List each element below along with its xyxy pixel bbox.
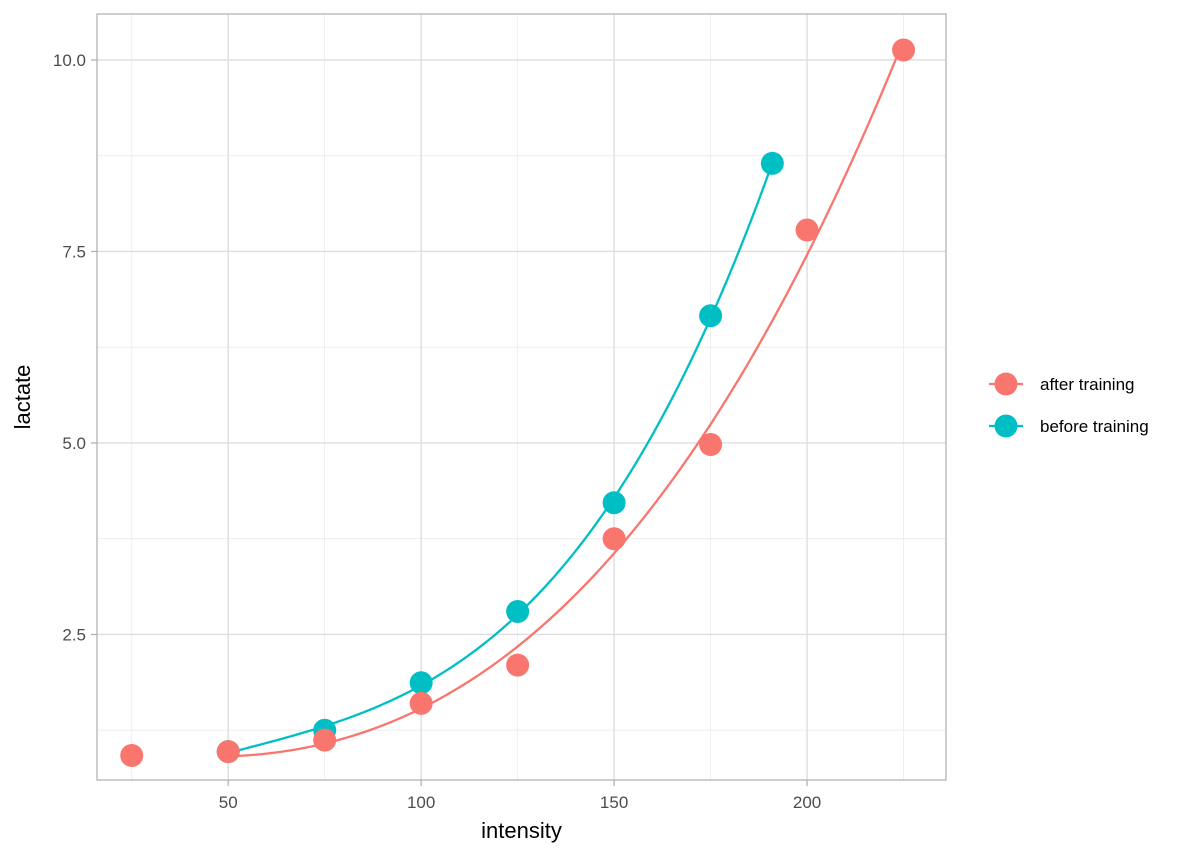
data-point-after-training [506,653,530,677]
x-tick-label: 50 [219,793,238,812]
fit-line-after-training [228,39,905,758]
x-tick-label: 100 [407,793,435,812]
data-point-after-training [795,218,819,242]
data-point-after-training [120,743,144,767]
x-axis: 50 100 150 200 [219,780,821,812]
y-tick-label: 10.0 [53,51,86,70]
data-points [120,38,916,767]
data-point-after-training [892,38,916,62]
data-point-after-training [313,728,337,752]
legend-key-point [994,414,1018,438]
data-point-before-training [699,304,723,328]
data-point-before-training [506,599,530,623]
legend: after training before training [989,372,1149,438]
data-point-after-training [602,527,626,551]
legend-key-point [994,372,1018,396]
x-tick-label: 150 [600,793,628,812]
data-point-after-training [409,691,433,715]
x-axis-title: intensity [481,818,562,843]
major-grid [97,14,946,780]
data-point-before-training [409,671,433,695]
minor-grid [97,14,946,780]
legend-label: before training [1040,417,1149,436]
data-point-before-training [602,491,626,515]
y-tick-label: 5.0 [62,434,86,453]
y-axis-title: lactate [10,365,35,430]
y-axis: 2.5 5.0 7.5 10.0 [53,51,97,644]
data-point-after-training [216,740,240,764]
fit-lines [227,39,905,758]
y-tick-label: 2.5 [62,625,86,644]
x-tick-label: 200 [793,793,821,812]
data-point-after-training [699,432,723,456]
legend-label: after training [1040,375,1135,394]
data-point-before-training [760,151,784,175]
y-tick-label: 7.5 [62,242,86,261]
panel-border [96,13,947,781]
